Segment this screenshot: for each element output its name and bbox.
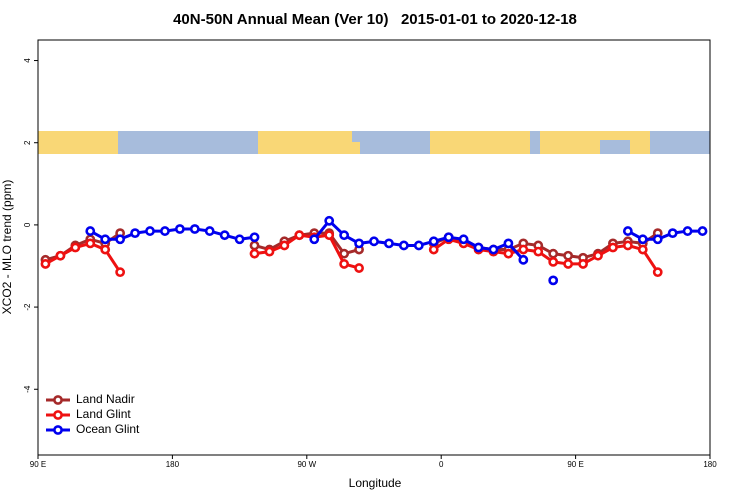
point [548,275,559,286]
point [249,248,260,259]
point [130,228,140,239]
point [249,240,260,251]
point [667,228,678,239]
y-tick-label: -2 [23,303,32,311]
x-tick-label: 90 E [567,460,583,469]
point [503,248,514,259]
x-tick-label: 180 [703,460,717,469]
plot-frame [37,39,711,456]
point [608,242,618,253]
point [428,244,439,255]
y-tick-label: 0 [23,222,32,227]
point [264,246,275,257]
x-tick-label: 90 E [30,460,46,469]
x-tick-label: 180 [166,460,180,469]
point [249,232,260,243]
point [458,234,469,245]
point [324,230,335,241]
y-axis-label: XCO2 - MLO trend (ppm) [0,180,14,315]
point [548,248,559,259]
point [160,226,170,236]
point [204,226,215,236]
point [637,234,648,245]
point [622,240,633,251]
point [548,256,559,267]
point [354,238,364,249]
point [443,232,454,243]
point [339,248,350,259]
point [578,259,588,269]
point [369,236,379,247]
legend-label: Land Glint [76,407,131,421]
point [70,242,81,253]
point [339,259,350,269]
legend-marker [53,410,63,420]
legend-label: Ocean Glint [76,422,140,436]
point [55,250,66,261]
point [593,250,603,261]
point [503,238,514,249]
point [309,234,320,245]
legend-marker [53,425,63,435]
point [637,244,648,255]
point [234,234,245,245]
point [384,238,394,249]
point [652,234,663,245]
point [697,226,708,236]
point [324,215,335,226]
point [398,240,409,251]
point [85,226,96,236]
world-map-strip [38,131,710,154]
y-tick-label: 2 [23,140,32,145]
point [354,263,364,273]
point [563,250,574,261]
point [115,267,126,278]
point [622,226,633,236]
x-tick-label: 90 W [297,460,316,469]
point [488,244,499,255]
legend-marker [53,395,63,405]
point [174,224,185,234]
point [279,240,290,251]
y-tick-label: -4 [23,385,32,393]
point [563,259,574,269]
point [294,230,305,241]
point [652,267,663,278]
point [219,230,230,241]
point [428,236,439,247]
y-tick-label: 4 [23,58,32,63]
point [85,238,96,249]
x-tick-label: 0 [439,460,444,469]
point [413,240,424,251]
point [145,226,155,236]
point [473,242,484,253]
point [189,224,200,234]
point [100,244,111,255]
point [339,230,350,241]
point [533,246,544,257]
legend-label: Land Nadir [76,392,135,406]
chart-title: 40N-50N Annual Mean (Ver 10) 2015-01-01 … [173,11,577,28]
point [100,234,111,245]
point [682,226,693,236]
point [518,254,529,265]
point [518,244,529,255]
x-axis-label: Longitude [349,476,402,490]
point [115,234,126,245]
point [40,259,51,269]
